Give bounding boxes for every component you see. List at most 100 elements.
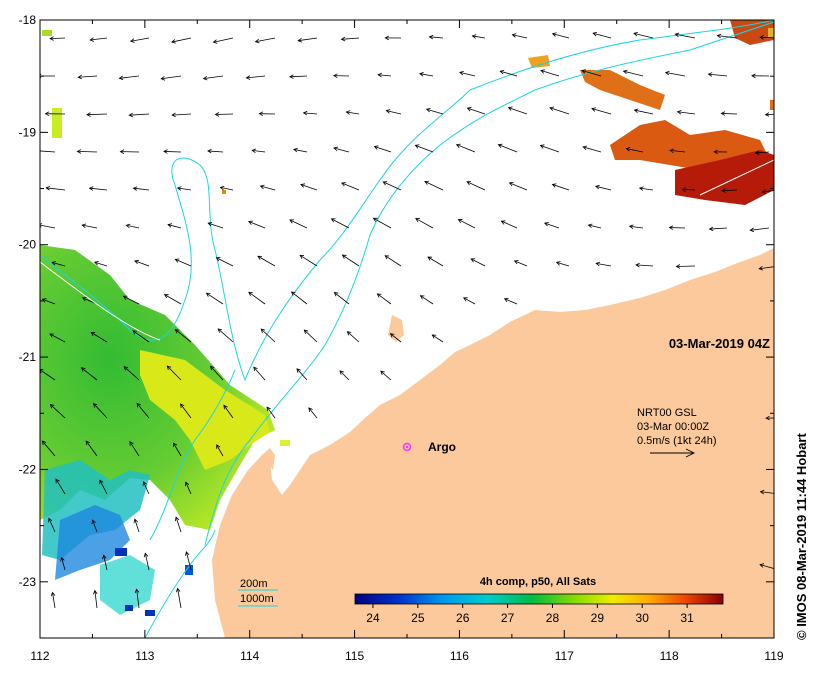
colorbar-tick-label: 24 [366, 611, 380, 625]
sst-speck [115, 548, 127, 556]
current-vector [249, 222, 265, 228]
sst-speck [280, 440, 290, 446]
current-vector [682, 189, 695, 190]
current-vector [172, 114, 191, 115]
argo-dot-core [406, 446, 408, 448]
current-vector [164, 151, 181, 152]
current-vector [550, 108, 569, 114]
colorbar-tick-label: 25 [411, 611, 425, 625]
sst-speck [42, 30, 52, 36]
sst-speck [52, 108, 62, 138]
current-vector [675, 34, 695, 38]
lon-tick-label: 114 [240, 649, 259, 663]
lon-tick-label: 113 [135, 649, 154, 663]
colorbar-tick-label: 28 [546, 611, 560, 625]
lon-tick-label: 117 [555, 649, 574, 663]
current-vector [178, 589, 181, 608]
current-vector [290, 220, 307, 228]
current-vector [292, 292, 307, 304]
current-scale-label: 0.5m/s (1kt 24h) [637, 435, 716, 447]
current-vector [87, 114, 107, 115]
sst-speck [770, 100, 774, 110]
current-vector [498, 145, 517, 152]
current-vector [254, 367, 265, 380]
current-vector [425, 181, 443, 190]
current-vector [420, 296, 433, 304]
current-vector [340, 371, 349, 380]
current-vector [334, 293, 349, 304]
sst-speck [222, 190, 226, 194]
lat-tick-label: -23 [19, 575, 37, 589]
lat-tick-label: -18 [19, 13, 37, 27]
colorbar-tick-label: 27 [501, 611, 515, 625]
current-vector [428, 257, 443, 266]
current-vector [290, 76, 307, 77]
colorbar-tick-label: 30 [636, 611, 650, 625]
lat-tick-label: -20 [19, 238, 37, 252]
lon-tick-label: 118 [660, 649, 679, 663]
current-vector [258, 256, 275, 266]
current-vector [50, 38, 65, 39]
current-vector [78, 76, 97, 77]
current-vector [256, 38, 275, 42]
current-vector [215, 114, 233, 115]
lon-tick-label: 116 [450, 649, 469, 663]
current-vector [300, 255, 317, 266]
current-vector [381, 371, 391, 380]
colorbar-tick-label: 31 [680, 611, 694, 625]
current-vector [208, 151, 223, 152]
current-vector [509, 108, 527, 114]
current-vector [721, 113, 737, 114]
colorbar-title: 4h comp, p50, All Sats [480, 576, 596, 588]
current-vector [343, 255, 359, 266]
imos-credit: © IMOS 08-Mar-2019 11:44 Hobart [794, 433, 809, 640]
current-vector [261, 329, 275, 342]
lon-tick-label: 112 [30, 649, 49, 663]
current-vector [467, 182, 485, 190]
lat-tick-label: -22 [19, 462, 37, 476]
current-vector [304, 330, 317, 342]
colorbar-tick-label: 26 [456, 611, 470, 625]
lon-tick-label: 119 [764, 649, 783, 663]
sst-speck [768, 28, 774, 38]
current-vector [347, 332, 359, 342]
lat-tick-label: -19 [19, 125, 37, 139]
current-vector [175, 259, 191, 266]
current-vector [377, 294, 391, 304]
isobath-sw [145, 530, 215, 638]
current-vector [131, 38, 149, 41]
current-vector [206, 293, 223, 304]
current-vector [415, 145, 433, 152]
colorbar-tick-label: 29 [591, 611, 605, 625]
current-vector [249, 292, 265, 304]
current-vector [501, 221, 517, 228]
lat-tick-label: -21 [19, 350, 37, 364]
sst-speck [125, 605, 133, 611]
current-vector [332, 219, 349, 228]
current-vector [636, 265, 653, 266]
current-vector [35, 151, 55, 152]
current-vector [471, 259, 485, 266]
colorbar-gradient [355, 594, 723, 604]
current-vector [541, 145, 559, 152]
isobath-legend-1000m: 1000m [240, 593, 274, 605]
current-vector [342, 183, 359, 190]
current-source-label: NRT00 GSL [637, 407, 697, 419]
argo-label: Argo [428, 440, 456, 454]
current-vector [385, 256, 401, 266]
current-vector [383, 182, 401, 190]
current-vector [457, 145, 475, 152]
current-vector [676, 266, 695, 267]
current-vector-head [35, 149, 39, 153]
current-vector [458, 220, 475, 228]
current-vector [510, 183, 527, 190]
current-vector [129, 114, 149, 115]
current-vector [218, 329, 233, 342]
sst-patch-ne-mid [580, 70, 665, 110]
current-vector [342, 38, 359, 39]
current-vector [374, 218, 391, 228]
map-timestamp: 03-Mar-2019 04Z [669, 336, 770, 351]
current-vector [766, 114, 779, 115]
current-vector [165, 295, 181, 304]
